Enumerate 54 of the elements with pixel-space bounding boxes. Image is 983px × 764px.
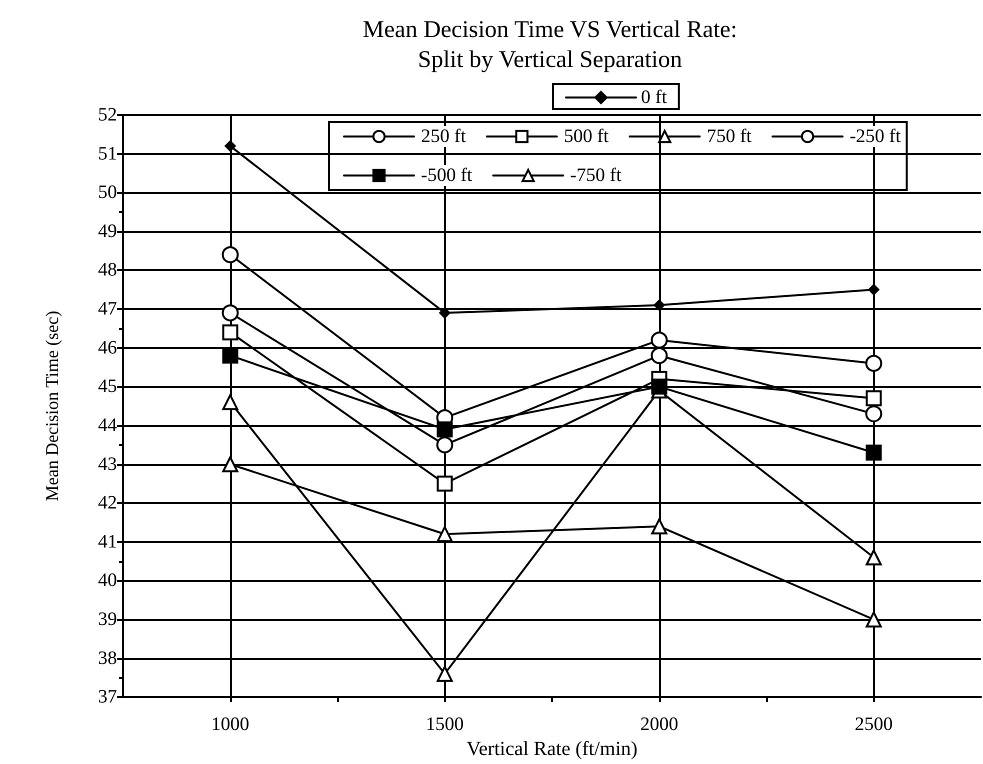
x-axis-title: Vertical Rate (ft/min) bbox=[466, 738, 638, 760]
legend-label: 500 ft bbox=[564, 126, 610, 147]
y-tick-label: 38 bbox=[98, 648, 117, 669]
point bbox=[436, 666, 453, 682]
legend-label: 750 ft bbox=[706, 126, 752, 147]
y-tick-label: 47 bbox=[98, 298, 117, 320]
x-tick-label: 1500 bbox=[426, 714, 464, 736]
x-tick-label: 2000 bbox=[640, 714, 678, 736]
point bbox=[222, 304, 239, 322]
point bbox=[222, 348, 238, 364]
y-tick-label: 45 bbox=[98, 376, 117, 398]
point bbox=[865, 354, 882, 372]
point bbox=[436, 436, 454, 454]
point bbox=[868, 284, 880, 296]
point bbox=[866, 444, 882, 461]
point bbox=[224, 140, 236, 152]
y-tick-label: 41 bbox=[98, 531, 117, 552]
point bbox=[222, 456, 238, 472]
x-tick-label: 1000 bbox=[211, 714, 250, 736]
point bbox=[865, 405, 882, 422]
y-tick-label: 48 bbox=[98, 260, 117, 281]
point bbox=[436, 421, 453, 438]
y-tick-label: 52 bbox=[98, 104, 117, 126]
chart-title: Mean Decision Time VS Vertical Rate: Split by Vertical Separation bbox=[362, 17, 738, 73]
point bbox=[222, 394, 238, 410]
x-tick-label: 2500 bbox=[854, 714, 893, 736]
point bbox=[436, 476, 453, 492]
point bbox=[439, 307, 450, 318]
y-tick-label: 46 bbox=[98, 337, 117, 358]
y-axis-title: Mean Decision Time (sec) bbox=[42, 310, 62, 502]
point bbox=[650, 332, 668, 349]
y-tick-label: 43 bbox=[98, 454, 117, 475]
point bbox=[866, 390, 882, 406]
y-tick-label: 49 bbox=[98, 220, 117, 242]
y-tick-label: 37 bbox=[98, 686, 117, 708]
y-tick-label: 42 bbox=[98, 492, 117, 514]
point bbox=[866, 549, 882, 566]
legend-label: 250 ft bbox=[421, 126, 467, 147]
legend-label: -250 ft bbox=[850, 126, 902, 147]
point bbox=[651, 378, 668, 395]
legend-label: 0 ft bbox=[641, 87, 668, 108]
point bbox=[866, 611, 882, 628]
point bbox=[650, 347, 668, 364]
y-tick-label: 39 bbox=[98, 608, 117, 630]
legend-label: -500 ft bbox=[421, 165, 473, 186]
y-tick-label: 44 bbox=[98, 414, 118, 436]
legend-label: -750 ft bbox=[570, 165, 622, 186]
point bbox=[222, 246, 239, 264]
point bbox=[222, 324, 238, 340]
point bbox=[654, 300, 665, 311]
point bbox=[651, 518, 668, 534]
y-tick-label: 40 bbox=[98, 570, 117, 592]
y-tick-label: 51 bbox=[98, 143, 117, 164]
y-tick-label: 50 bbox=[98, 182, 117, 204]
